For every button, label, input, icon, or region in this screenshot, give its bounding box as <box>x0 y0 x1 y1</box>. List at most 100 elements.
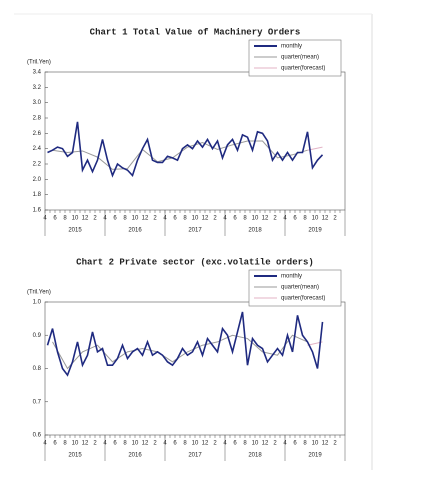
x-tick-label: 6 <box>233 441 237 447</box>
x-tick-label: 12 <box>202 441 209 447</box>
y-tick-label: 0.6 <box>33 433 42 439</box>
x-tick-label: 8 <box>123 441 127 447</box>
x-tick-label: 4 <box>43 216 47 222</box>
x-tick-label: 12 <box>202 216 209 222</box>
x-tick-label: 2 <box>333 216 337 222</box>
x-tick-label: 4 <box>103 441 107 447</box>
series-line <box>47 121 324 178</box>
x-tick-label: 2 <box>273 216 277 222</box>
year-label: 2017 <box>188 453 202 459</box>
x-tick-label: 6 <box>53 441 57 447</box>
year-label: 2015 <box>68 453 82 459</box>
y-tick-label: 3.2 <box>33 85 42 91</box>
legend-label: quarter(forecast) <box>281 66 325 72</box>
y-tick-label: 2.2 <box>33 162 42 168</box>
x-tick-label: 2 <box>213 441 217 447</box>
x-tick-label: 12 <box>322 441 329 447</box>
x-tick-label: 4 <box>163 441 167 447</box>
y-tick-label: 2.4 <box>33 146 42 152</box>
x-tick-label: 4 <box>223 441 227 447</box>
x-tick-label: 6 <box>173 441 177 447</box>
chart-title: Chart 1 Total Value of Machinery Orders <box>90 27 301 37</box>
y-unit: (Tril.Yen) <box>27 60 51 66</box>
x-tick-label: 4 <box>163 216 167 222</box>
year-label: 2016 <box>128 453 142 459</box>
y-tick-label: 3.4 <box>33 70 42 76</box>
x-tick-label: 2 <box>153 441 157 447</box>
x-tick-label: 2 <box>213 216 217 222</box>
y-unit: (Tril.Yen) <box>27 290 51 296</box>
x-tick-label: 12 <box>262 441 269 447</box>
x-tick-label: 8 <box>303 441 307 447</box>
y-tick-label: 2.6 <box>33 131 42 137</box>
x-tick-label: 10 <box>192 216 199 222</box>
x-tick-label: 6 <box>173 216 177 222</box>
x-tick-label: 6 <box>233 216 237 222</box>
year-label: 2019 <box>308 453 322 459</box>
x-tick-label: 2 <box>93 441 97 447</box>
plot-frame <box>44 71 346 211</box>
x-tick-label: 10 <box>72 441 79 447</box>
x-tick-label: 10 <box>312 441 319 447</box>
x-tick-label: 12 <box>262 216 269 222</box>
chart-title: Chart 2 Private sector (exc.volatile ord… <box>76 257 314 267</box>
x-tick-label: 6 <box>53 216 57 222</box>
legend-label: quarter(mean) <box>281 55 319 61</box>
series-line <box>52 334 308 370</box>
x-tick-label: 4 <box>43 441 47 447</box>
x-tick-label: 4 <box>283 216 287 222</box>
x-tick-label: 8 <box>243 216 247 222</box>
x-tick-label: 2 <box>93 216 97 222</box>
legend-label: quarter(forecast) <box>281 296 325 302</box>
x-tick-label: 8 <box>183 216 187 222</box>
year-label: 2017 <box>188 228 202 234</box>
y-tick-label: 3.0 <box>33 100 42 106</box>
year-label: 2019 <box>308 228 322 234</box>
x-tick-label: 4 <box>103 216 107 222</box>
x-tick-label: 12 <box>322 216 329 222</box>
year-label: 2015 <box>68 228 82 234</box>
x-tick-label: 8 <box>63 216 67 222</box>
x-tick-label: 10 <box>192 441 199 447</box>
x-tick-label: 10 <box>252 216 259 222</box>
x-tick-label: 12 <box>142 441 149 447</box>
x-tick-label: 2 <box>273 441 277 447</box>
x-tick-label: 12 <box>82 216 89 222</box>
x-tick-label: 10 <box>72 216 79 222</box>
plot-frame <box>44 301 346 436</box>
y-tick-label: 0.8 <box>33 366 42 372</box>
x-tick-label: 6 <box>113 216 117 222</box>
y-tick-label: 1.0 <box>33 300 42 306</box>
x-tick-label: 8 <box>303 216 307 222</box>
x-tick-label: 6 <box>293 216 297 222</box>
x-tick-label: 10 <box>312 216 319 222</box>
x-tick-label: 2 <box>153 216 157 222</box>
legend-label: monthly <box>281 44 302 50</box>
x-tick-label: 6 <box>113 441 117 447</box>
x-tick-label: 8 <box>243 441 247 447</box>
x-tick-label: 10 <box>132 216 139 222</box>
x-tick-label: 8 <box>63 441 67 447</box>
year-label: 2018 <box>248 228 262 234</box>
x-tick-label: 10 <box>252 441 259 447</box>
y-tick-label: 2.8 <box>33 116 42 122</box>
x-tick-label: 2 <box>333 441 337 447</box>
y-tick-label: 0.9 <box>33 333 42 339</box>
year-label: 2016 <box>128 228 142 234</box>
x-tick-label: 6 <box>293 441 297 447</box>
x-tick-label: 10 <box>132 441 139 447</box>
y-tick-label: 0.7 <box>33 399 42 405</box>
x-tick-label: 12 <box>142 216 149 222</box>
y-tick-label: 2.0 <box>33 177 42 183</box>
legend-label: quarter(mean) <box>281 285 319 291</box>
x-tick-label: 12 <box>82 441 89 447</box>
x-tick-label: 8 <box>183 441 187 447</box>
year-label: 2018 <box>248 453 262 459</box>
series-line <box>46 311 324 377</box>
x-tick-label: 4 <box>283 441 287 447</box>
x-tick-label: 4 <box>223 216 227 222</box>
legend-label: monthly <box>281 274 302 280</box>
x-tick-label: 8 <box>123 216 127 222</box>
y-tick-label: 1.6 <box>33 208 42 214</box>
